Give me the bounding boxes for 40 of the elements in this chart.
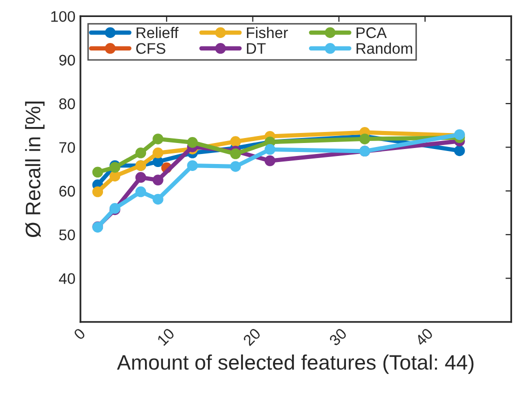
y-tick-label: 40 — [58, 273, 75, 284]
legend-label: DT — [246, 43, 266, 54]
y-tick-label: 100 — [51, 11, 75, 22]
point — [187, 160, 198, 171]
y-tick-label: 80 — [59, 98, 75, 110]
point — [264, 144, 276, 155]
legend-label: PCA — [356, 27, 387, 38]
point — [230, 161, 241, 172]
legend-label: CFS — [136, 43, 166, 54]
x-tick-label: 0 — [73, 328, 86, 340]
point — [135, 186, 146, 198]
point — [152, 134, 164, 144]
point — [152, 148, 164, 158]
y-tick-label: 70 — [59, 142, 75, 153]
point — [92, 186, 104, 198]
y-axis-title: Ø Recall in [%] — [25, 102, 45, 238]
point — [359, 134, 370, 144]
x-tick-label: 40 — [414, 328, 434, 347]
x-tick-label: 20 — [242, 328, 262, 346]
point — [230, 136, 241, 147]
y-tick-label: 50 — [59, 229, 75, 240]
point — [152, 194, 164, 205]
x-tick-label: 30 — [328, 328, 348, 346]
point — [92, 166, 104, 178]
point — [152, 156, 164, 168]
legend-label: Random — [356, 42, 412, 54]
legend-label: Fisher — [246, 26, 288, 38]
y-tick-label: 60 — [59, 186, 75, 197]
point — [152, 174, 164, 186]
x-tick-label: 10 — [156, 328, 176, 346]
point — [135, 148, 146, 158]
legend-label: Relieff — [136, 26, 179, 38]
point — [230, 148, 241, 160]
point — [187, 137, 198, 148]
point — [454, 145, 465, 156]
point — [110, 170, 120, 182]
point — [264, 155, 276, 166]
x-axis-title: Amount of selected features (Total: 44) — [116, 354, 474, 374]
y-tick-label: 90 — [59, 54, 75, 66]
point — [135, 172, 146, 183]
